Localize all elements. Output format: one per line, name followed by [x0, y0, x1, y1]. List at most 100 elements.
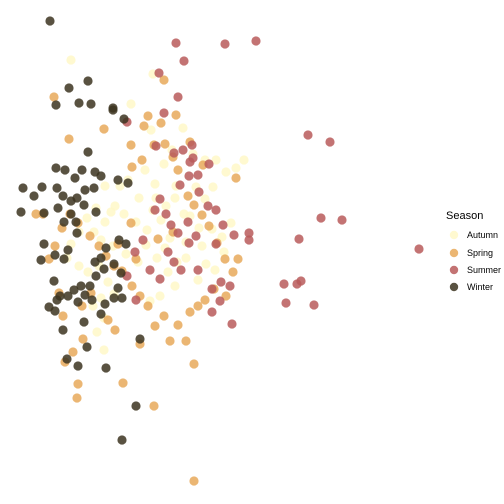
point-winter-60 — [123, 178, 133, 188]
point-autumn-72 — [210, 265, 220, 275]
point-spring-2 — [64, 134, 74, 144]
legend-item-spring: Spring — [449, 248, 493, 258]
point-winter-53 — [82, 342, 92, 352]
point-spring-57 — [149, 401, 159, 411]
point-winter-69 — [50, 306, 60, 316]
legend-item-summer: Summer — [449, 265, 501, 275]
point-spring-71 — [159, 75, 169, 85]
point-winter-29 — [71, 217, 81, 227]
point-autumn-6 — [119, 209, 129, 219]
point-winter-71 — [55, 291, 65, 301]
legend-item-winter: Winter — [449, 282, 493, 292]
point-autumn-39 — [83, 267, 93, 277]
point-spring-26 — [173, 320, 183, 330]
point-winter-74 — [117, 293, 127, 303]
point-autumn-69 — [152, 253, 162, 263]
point-winter-32 — [59, 254, 69, 264]
point-winter-65 — [90, 257, 100, 267]
point-summer-38 — [215, 296, 225, 306]
legend-label-autumn: Autumn — [467, 230, 498, 240]
point-winter-27 — [89, 183, 99, 193]
point-summer-35 — [207, 284, 217, 294]
point-spring-13 — [183, 191, 193, 201]
point-summer-19 — [218, 220, 228, 230]
point-spring-15 — [197, 210, 207, 220]
point-summer-30 — [150, 205, 160, 215]
point-summer-21 — [244, 235, 254, 245]
point-autumn-56 — [221, 167, 231, 177]
legend-label-summer: Summer — [467, 265, 501, 275]
point-winter-40 — [69, 285, 79, 295]
point-winter-7 — [119, 114, 129, 124]
point-autumn-20 — [197, 241, 207, 251]
point-spring-16 — [204, 221, 214, 231]
point-winter-33 — [50, 250, 60, 260]
point-spring-1 — [99, 124, 109, 134]
point-winter-10 — [96, 171, 106, 181]
point-summer-16 — [194, 187, 204, 197]
point-winter-12 — [60, 165, 70, 175]
point-winter-45 — [99, 264, 109, 274]
point-summer-49 — [303, 130, 313, 140]
point-winter-3 — [74, 98, 84, 108]
point-summer-37 — [225, 281, 235, 291]
point-winter-15 — [52, 183, 62, 193]
point-spring-39 — [85, 231, 95, 241]
point-spring-18 — [220, 254, 230, 264]
point-spring-48 — [58, 311, 68, 321]
point-summer-28 — [161, 209, 171, 219]
point-summer-39 — [207, 307, 217, 317]
point-spring-25 — [185, 307, 195, 317]
point-autumn-34 — [82, 213, 92, 223]
point-winter-55 — [73, 361, 83, 371]
point-spring-56 — [118, 378, 128, 388]
point-autumn-7 — [134, 193, 144, 203]
point-winter-36 — [49, 276, 59, 286]
point-winter-31 — [63, 245, 73, 255]
point-winter-73 — [121, 239, 131, 249]
point-summer-26 — [173, 228, 183, 238]
legend-key-summer — [449, 265, 459, 275]
point-winter-1 — [83, 76, 93, 86]
point-autumn-31 — [100, 217, 110, 227]
point-summer-46 — [294, 234, 304, 244]
point-autumn-64 — [181, 253, 191, 263]
point-spring-31 — [159, 311, 169, 321]
point-winter-46 — [109, 259, 119, 269]
point-autumn-13 — [170, 193, 180, 203]
point-winter-72 — [91, 207, 101, 217]
point-autumn-11 — [161, 201, 171, 211]
point-spring-8 — [143, 111, 153, 121]
point-summer-1 — [220, 39, 230, 49]
point-winter-43 — [85, 281, 95, 291]
point-autumn-47 — [99, 345, 109, 355]
point-winter-17 — [37, 182, 47, 192]
point-spring-61 — [103, 315, 113, 325]
point-summer-14 — [204, 159, 214, 169]
point-autumn-62 — [163, 267, 173, 277]
point-summer-36 — [216, 277, 226, 287]
point-spring-4 — [127, 162, 137, 172]
point-spring-62 — [231, 173, 241, 183]
point-spring-19 — [228, 267, 238, 277]
point-autumn-46 — [92, 327, 102, 337]
point-winter-59 — [135, 334, 145, 344]
point-winter-56 — [101, 363, 111, 373]
point-winter-13 — [70, 173, 80, 183]
point-winter-68 — [58, 325, 68, 335]
point-spring-38 — [94, 241, 104, 251]
point-winter-75 — [66, 196, 76, 206]
legend-label-winter: Winter — [467, 282, 493, 292]
point-winter-11 — [77, 165, 87, 175]
point-spring-23 — [200, 295, 210, 305]
point-spring-6 — [139, 121, 149, 131]
point-winter-44 — [91, 271, 101, 281]
point-autumn-38 — [74, 261, 84, 271]
point-summer-52 — [188, 153, 198, 163]
point-spring-66 — [126, 218, 136, 228]
point-summer-20 — [229, 230, 239, 240]
point-autumn-4 — [100, 181, 110, 191]
point-winter-51 — [96, 309, 106, 319]
point-winter-63 — [101, 243, 111, 253]
point-winter-57 — [117, 435, 127, 445]
